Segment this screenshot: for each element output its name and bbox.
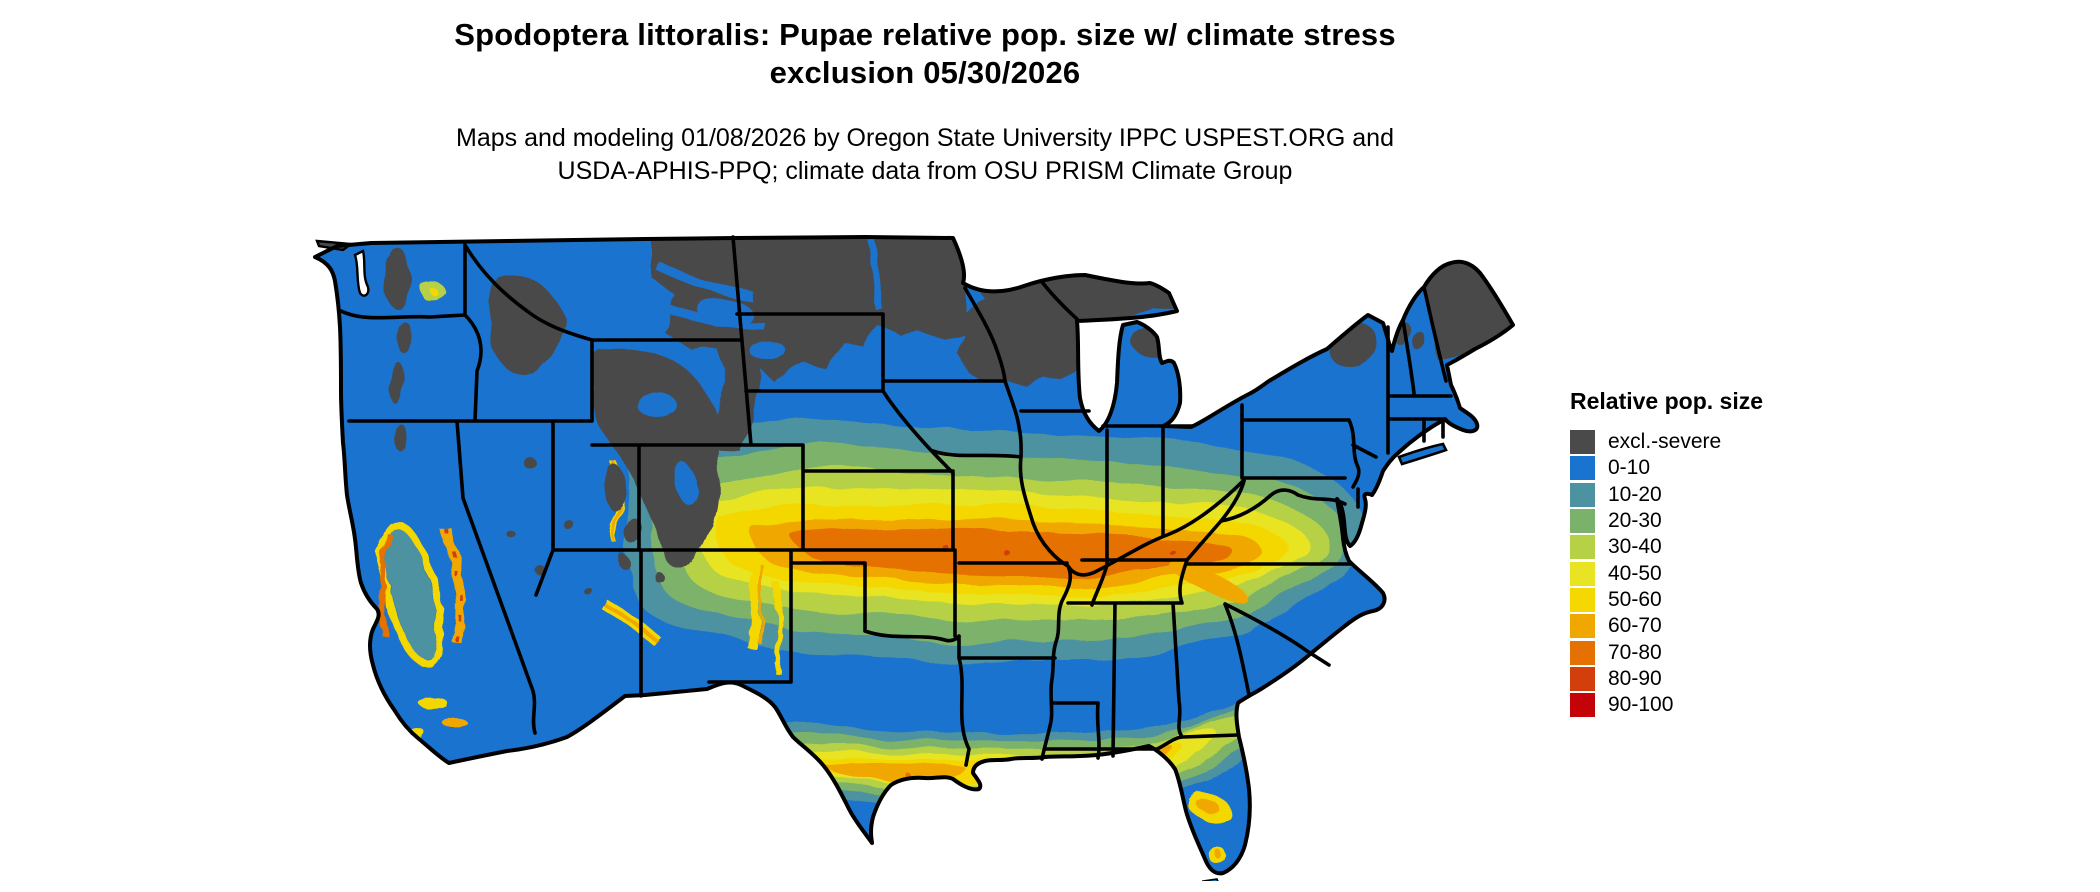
legend-swatch [1570,509,1595,534]
page-title: Spodoptera littoralis: Pupae relative po… [295,16,1555,92]
legend-label: 70-80 [1608,640,1662,664]
legend-swatch [1570,640,1595,665]
legend-item: 10-20 [1570,482,1870,508]
legend-swatch [1570,482,1595,507]
legend-swatch [1570,430,1595,455]
legend-swatch [1570,587,1595,612]
raster-field [315,237,1513,874]
legend-label: 90-100 [1608,693,1674,717]
legend-item: 70-80 [1570,639,1870,665]
legend-label: excl.-severe [1608,430,1722,454]
legend-item: 40-50 [1570,560,1870,586]
long-island [1397,442,1448,466]
western-terrain-features [378,282,1232,862]
title-line-2: exclusion 05/30/2026 [769,55,1081,90]
legend-rows: excl.-severe 0-10 10-20 20-30 30-40 40-5… [1570,429,1870,718]
legend-swatch [1570,614,1595,639]
subtitle-line-2: USDA-APHIS-PPQ; climate data from OSU PR… [557,157,1293,185]
legend-item: 20-30 [1570,508,1870,534]
us-suitability-map [305,233,1525,890]
legend-item: 60-70 [1570,613,1870,639]
legend-swatch [1570,535,1595,560]
subtitle-line-1: Maps and modeling 01/08/2026 by Oregon S… [456,124,1394,152]
legend-title: Relative pop. size [1570,388,1764,414]
legend-label: 0-10 [1608,456,1651,480]
legend-label: 30-40 [1608,535,1662,559]
puget-sound [353,249,370,297]
us-map-svg [313,235,1515,890]
legend-item: 30-40 [1570,534,1870,560]
legend-label: 10-20 [1608,482,1662,506]
legend-label: 80-90 [1608,666,1662,690]
legend-swatch [1570,693,1595,718]
florida-keys [1201,878,1221,887]
title-line-1: Spodoptera littoralis: Pupae relative po… [454,17,1396,52]
legend-swatch [1570,456,1595,481]
legend-item: 0-10 [1570,455,1870,481]
legend-item: 80-90 [1570,666,1870,692]
legend-label: 60-70 [1608,614,1662,638]
legend-item: excl.-severe [1570,429,1870,455]
legend-swatch [1570,666,1595,691]
exclusion-gray-regions [383,237,1513,597]
legend-label: 20-30 [1608,509,1662,533]
page-subtitle: Maps and modeling 01/08/2026 by Oregon S… [295,122,1555,188]
legend-item: 90-100 [1570,692,1870,718]
legend-swatch [1570,561,1595,586]
legend-label: 40-50 [1608,561,1662,585]
legend-label: 50-60 [1608,587,1662,611]
map-legend: Relative pop. size excl.-severe 0-10 10-… [1570,388,1870,718]
legend-item: 50-60 [1570,587,1870,613]
